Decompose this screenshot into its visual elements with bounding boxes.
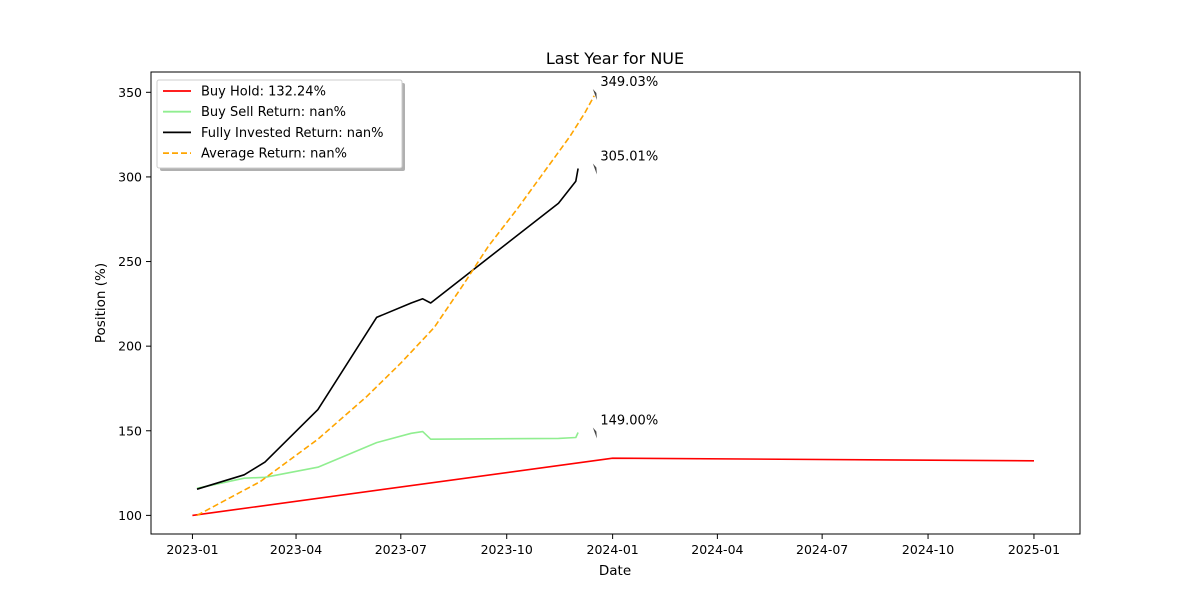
series-line-2 [196,430,579,490]
series-line-3 [196,168,579,490]
x-axis-label: Date [599,563,631,579]
annotation-label: 305.01% [600,149,658,164]
annotations: 349.03% 305.01% 149.00% [592,75,658,439]
y-tick-label: 200 [118,339,142,354]
x-tick-label: 2023-01 [166,542,218,557]
x-tick-label: 2024-10 [902,542,954,557]
y-axis-label: Position (%) [93,263,109,343]
annotation-arrow [592,88,597,100]
x-tick-label: 2024-04 [691,542,743,557]
x-tick-label: 2025-01 [1008,542,1060,557]
y-axis: 100 150 200 250 300 350 [118,85,151,523]
series-line-1 [192,457,1035,517]
x-tick-label: 2023-10 [481,542,533,557]
y-tick-label: 250 [118,254,142,269]
plot-area [192,95,1035,517]
chart-title: Last Year for NUE [546,49,684,68]
y-tick-label: 300 [118,169,142,184]
x-tick-label: 2023-07 [375,542,427,557]
annotation-label: 349.03% [600,75,658,90]
annotation-label: 149.00% [600,413,658,428]
x-tick-label: 2024-07 [796,542,848,557]
legend-label-3: Fully Invested Return: nan% [201,126,384,141]
annotation-arrow [592,427,597,439]
legend-box [156,79,403,169]
plot-frame [150,71,1081,535]
x-tick-label: 2024-01 [587,542,639,557]
legend-label-1: Buy Hold: 132.24% [201,85,326,100]
legend-label-2: Buy Sell Return: nan% [201,105,346,120]
x-tick-label: 2023-04 [270,542,322,557]
y-tick-label: 150 [118,423,142,438]
legend: Buy Hold: 132.24% Buy Sell Return: nan% Fu… [156,79,405,171]
y-tick-label: 350 [118,85,142,100]
x-axis: 2023-01 2023-04 2023-07 2023-10 2024-01 2024-… [166,534,1060,557]
y-tick-label: 100 [118,508,142,523]
legend-label-4: Average Return: nan% [201,147,347,162]
annotation-arrow [592,163,597,175]
